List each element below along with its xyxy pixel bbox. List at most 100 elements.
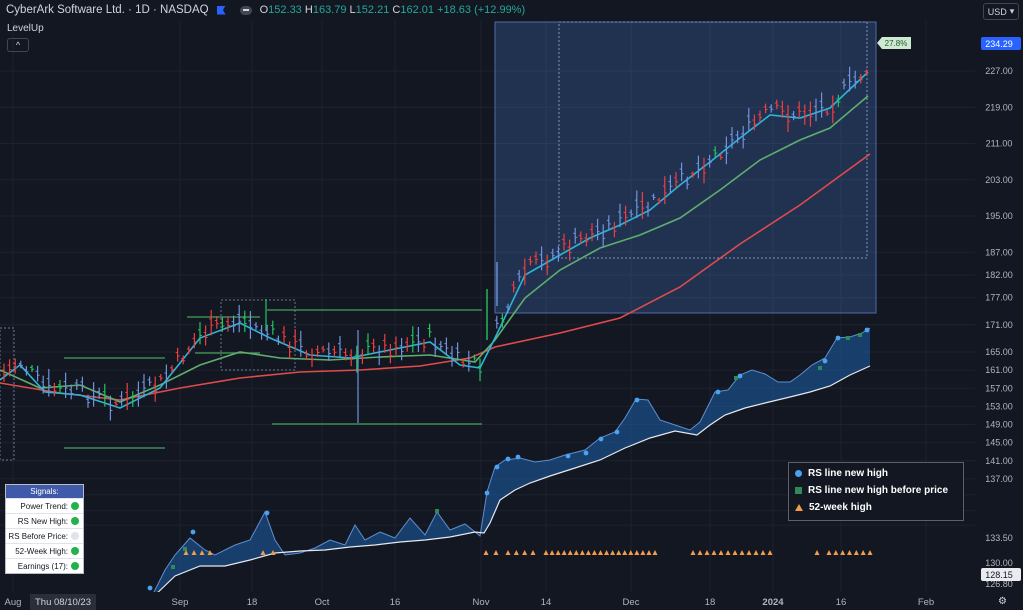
measure-label-bg: [877, 37, 911, 49]
high-52w-marker: [543, 550, 549, 555]
gear-icon[interactable]: ⚙: [998, 596, 1007, 607]
minus-icon[interactable]: [239, 5, 252, 15]
measure-label-text: 27.8%: [885, 39, 908, 48]
price-tick: 126.80: [985, 579, 1013, 589]
candlesticks: [2, 66, 869, 423]
high-52w-marker: [573, 550, 579, 555]
bottom-price-text: 128.15: [985, 570, 1013, 580]
rs-high-marker: [598, 436, 604, 442]
rs-before-price-marker: [435, 509, 439, 513]
ma-mid-line: [0, 95, 869, 403]
base-box: [0, 327, 15, 461]
high-52w-marker: [610, 550, 616, 555]
rs-high-marker: [634, 397, 640, 403]
price-tick: 187.00: [985, 247, 1013, 257]
high-52w-marker: [704, 550, 710, 555]
high-52w-marker: [860, 550, 866, 555]
high-52w-marker: [493, 550, 499, 555]
price-tick: 219.00: [985, 102, 1013, 112]
measure-inner: [558, 21, 868, 259]
rs-high-marker: [614, 429, 620, 435]
price-tick: 211.00: [986, 139, 1013, 149]
price-tick: 149.00: [985, 420, 1013, 430]
high-52w-marker: [690, 550, 696, 555]
high-52w-marker: [711, 550, 717, 555]
rs-line: [149, 365, 871, 601]
status-dot-icon: [71, 502, 79, 510]
currency-select[interactable]: USD ▾: [983, 3, 1019, 20]
rs-before-price-marker: [858, 333, 862, 337]
time-tick: 14: [541, 597, 552, 608]
flag-icon[interactable]: [216, 5, 226, 15]
measure-label: 27.8%: [877, 37, 911, 49]
high-52w-marker: [505, 550, 511, 555]
signal-row: Earnings (17):: [6, 558, 83, 573]
collapse-button[interactable]: ^: [7, 38, 29, 52]
signal-row: RS Before Price:: [6, 528, 83, 543]
time-tick: 18: [247, 597, 258, 608]
high-52w-marker: [513, 550, 519, 555]
price-tick: 141.00: [985, 456, 1013, 466]
price-tick: 161.00: [985, 365, 1013, 375]
rs-before-price-marker: [183, 547, 187, 551]
time-tick: 16: [836, 597, 847, 608]
time-tick: 16: [390, 597, 401, 608]
price-tick: 177.00: [985, 293, 1013, 303]
time-tick: Nov: [473, 597, 490, 608]
time-axis-bg: [0, 592, 1023, 610]
high-52w-marker: [585, 550, 591, 555]
price-tick: 137.00: [985, 474, 1013, 484]
high-52w-marker: [604, 550, 610, 555]
high-52w-marker: [260, 550, 266, 555]
high-52w-marker: [753, 550, 759, 555]
moving-averages: [0, 71, 871, 409]
high-52w-marker: [833, 550, 839, 555]
high-52w-marker: [199, 550, 205, 555]
price-tick: 133.50: [985, 533, 1013, 543]
ma-fast-line: [0, 71, 869, 409]
time-axis[interactable]: Aug Sep 18 Oct 16 Nov 14 Dec 18 2024 16 Feb: [0, 592, 1023, 610]
signal-row: Power Trend:: [6, 498, 83, 513]
high-52w-marker: [207, 550, 213, 555]
rs-before-price-marker: [734, 376, 738, 380]
ohlc-values: O152.33 H163.79 L152.21 C162.01 +18.63 (…: [259, 4, 526, 16]
time-tick: Sep: [172, 597, 189, 608]
legend-label: RS line new high: [808, 468, 889, 479]
price-tick: 157.00: [985, 383, 1013, 393]
rs-fill: [150, 328, 870, 600]
price-tick: 165.00: [985, 347, 1013, 357]
high-52w-marker: [567, 550, 573, 555]
crosshair-date: Thu 08/10/23: [30, 594, 96, 610]
chart-legend: RS line new high RS line new high before …: [788, 462, 964, 521]
square-icon: [795, 487, 802, 494]
price-tick: 227.00: [985, 66, 1013, 76]
time-tick: Oct: [315, 597, 330, 608]
high-52w-marker: [191, 550, 197, 555]
high-52w-marker: [853, 550, 859, 555]
price-tick: 171.00: [985, 320, 1013, 330]
indicator-label[interactable]: LevelUp: [7, 23, 44, 34]
rs-high-marker: [484, 490, 490, 496]
rs-before-price-marker: [171, 565, 175, 569]
high-52w-marker: [725, 550, 731, 555]
rs-top-line: [149, 327, 871, 601]
chart-header: CyberArk Software Ltd. · 1D · NASDAQ O15…: [0, 0, 525, 20]
circle-icon: [795, 470, 802, 477]
time-tick: 2024: [762, 597, 784, 608]
status-dot-icon: [71, 517, 79, 525]
legend-item: 52-week high: [795, 502, 872, 513]
rs-high-marker: [190, 529, 196, 535]
symbol-title[interactable]: CyberArk Software Ltd. · 1D · NASDAQ: [6, 4, 209, 16]
high-52w-marker: [598, 550, 603, 555]
high-52w-marker: [826, 550, 832, 555]
rs-high-marker: [494, 464, 500, 470]
signals-table: Signals: Power Trend: RS New High: RS Befo…: [5, 484, 84, 574]
high-52w-marker: [732, 550, 738, 555]
high-52w-marker: [561, 550, 567, 555]
high-52w-marker: [652, 550, 658, 555]
price-axis[interactable]: 227.00 219.00 211.00 203.00 195.00 187.00 182.…: [975, 20, 1023, 592]
high-52w-marker: [483, 550, 489, 555]
signal-label: Power Trend:: [20, 501, 68, 511]
price-tick: 145.00: [985, 438, 1013, 448]
